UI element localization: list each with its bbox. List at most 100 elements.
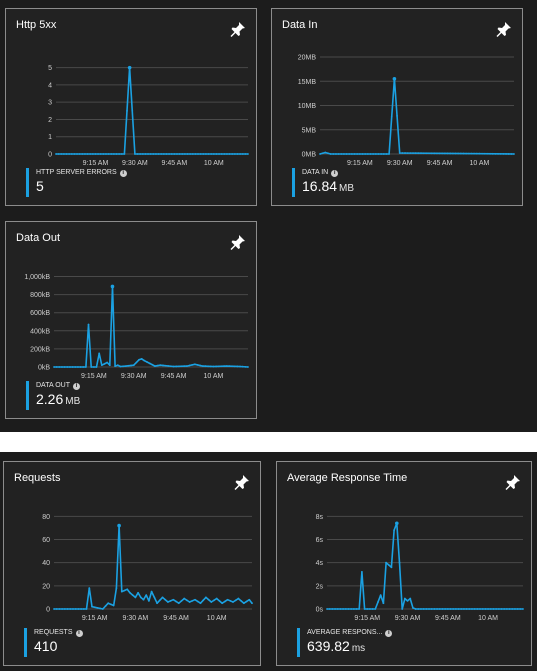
data-point bbox=[336, 608, 339, 610]
data-point bbox=[207, 365, 210, 368]
data-point bbox=[131, 594, 134, 596]
data-point bbox=[495, 608, 498, 610]
data-point bbox=[241, 365, 244, 368]
data-point bbox=[134, 153, 136, 155]
data-point bbox=[387, 564, 390, 566]
data-point bbox=[220, 153, 223, 155]
x-tick-label: 10 AM bbox=[478, 615, 498, 622]
data-point bbox=[449, 152, 452, 155]
data-point bbox=[372, 153, 375, 155]
y-tick-label: 0 bbox=[48, 152, 52, 159]
info-icon[interactable]: i bbox=[331, 170, 339, 177]
data-point bbox=[486, 152, 489, 155]
average-response-time-tile[interactable]: Average Response Time 0s 2s 4s 6s 8s 9:15 AM 9… bbox=[276, 461, 532, 666]
requests-chart: 0 20 40 60 80 9:15 AM 9:30 AM 9:45 AM 10 AM bbox=[42, 514, 253, 622]
data-point bbox=[223, 365, 225, 368]
info-icon[interactable]: i bbox=[75, 630, 83, 637]
data-point bbox=[158, 599, 161, 602]
data-out-tile[interactable]: Data Out 0kB 200kB 400kB 600kB 800kB 1,000kB 9… bbox=[5, 221, 257, 419]
data-point bbox=[88, 587, 91, 590]
x-tick-label: 10 AM bbox=[470, 160, 490, 167]
requests-tile[interactable]: Requests 0 20 40 60 80 9:15 AM 9:30 AM 9:45 AM 1… bbox=[3, 461, 261, 666]
data-point bbox=[508, 608, 511, 610]
data-point bbox=[491, 152, 494, 155]
data-point bbox=[513, 153, 515, 155]
data-point bbox=[181, 153, 184, 155]
data-point bbox=[319, 153, 321, 155]
data-point bbox=[430, 152, 433, 155]
data-point bbox=[123, 153, 126, 155]
data-point bbox=[366, 608, 369, 610]
x-tick-label: 9:15 AM bbox=[81, 373, 107, 380]
data-point bbox=[232, 601, 234, 603]
legend-unit: MB bbox=[65, 396, 81, 407]
data-point bbox=[168, 153, 170, 155]
data-point bbox=[154, 365, 156, 367]
data-point bbox=[226, 153, 228, 155]
data-point bbox=[213, 599, 215, 602]
data-point bbox=[193, 363, 196, 366]
data-point bbox=[428, 152, 430, 155]
data-point bbox=[180, 599, 183, 602]
data-point bbox=[112, 604, 115, 607]
data-point bbox=[151, 363, 154, 366]
legend: AVERAGE RESPONS... i 639.82 ms bbox=[297, 628, 393, 657]
data-point bbox=[146, 361, 148, 363]
data-point bbox=[175, 600, 177, 603]
y-tick-label: 0 bbox=[46, 607, 50, 614]
x-tick-label: 9:45 AM bbox=[162, 160, 188, 167]
data-point bbox=[78, 153, 81, 155]
pin-icon[interactable] bbox=[496, 21, 512, 37]
data-point bbox=[388, 153, 390, 155]
http-5xx-tile[interactable]: Http 5xx 0 1 2 3 4 5 9:15 AM 9:30 AM 9:45 AM 10 A… bbox=[5, 8, 257, 206]
pin-icon[interactable] bbox=[505, 474, 521, 490]
data-point bbox=[247, 366, 249, 368]
data-point bbox=[131, 109, 134, 112]
data-point bbox=[53, 608, 55, 610]
data-point bbox=[207, 598, 210, 601]
data-point bbox=[478, 152, 481, 155]
data-point bbox=[170, 153, 173, 155]
data-point bbox=[369, 608, 371, 610]
data-point bbox=[239, 365, 241, 368]
data-point bbox=[500, 608, 503, 610]
data-point bbox=[106, 361, 109, 364]
info-icon[interactable]: i bbox=[119, 170, 127, 177]
data-in-tile[interactable]: Data In 0MB 5MB 10MB 15MB 20MB 9:15 AM 9:30 AM… bbox=[271, 8, 523, 206]
data-point bbox=[223, 600, 226, 603]
data-point bbox=[122, 365, 124, 368]
data-point bbox=[188, 601, 191, 603]
data-point bbox=[169, 599, 172, 602]
data-point bbox=[444, 608, 447, 610]
info-icon[interactable]: i bbox=[72, 383, 80, 390]
data-point bbox=[98, 352, 101, 355]
data-point bbox=[454, 152, 457, 155]
pin-icon[interactable] bbox=[230, 21, 246, 37]
data-point bbox=[120, 153, 123, 155]
data-point bbox=[186, 153, 189, 155]
data-point bbox=[499, 152, 502, 155]
data-point bbox=[155, 153, 157, 155]
data-point bbox=[406, 152, 409, 154]
data-point bbox=[164, 364, 167, 367]
tile-title: Data Out bbox=[16, 232, 61, 244]
data-point bbox=[66, 366, 69, 368]
data-point bbox=[183, 153, 186, 155]
data-point bbox=[102, 153, 105, 155]
data-point bbox=[459, 152, 462, 155]
data-point bbox=[467, 152, 470, 155]
pin-icon[interactable] bbox=[234, 474, 250, 490]
data-point bbox=[126, 109, 128, 112]
data-point bbox=[119, 365, 122, 368]
data-point bbox=[218, 153, 220, 155]
data-point bbox=[178, 153, 181, 155]
data-point bbox=[126, 588, 129, 591]
data-point bbox=[215, 365, 218, 368]
x-tick-label: 10 AM bbox=[207, 615, 227, 622]
info-icon[interactable]: i bbox=[385, 630, 393, 637]
data-point bbox=[199, 153, 202, 155]
data-point bbox=[334, 608, 336, 610]
data-point bbox=[398, 152, 401, 154]
pin-icon[interactable] bbox=[230, 234, 246, 250]
data-point bbox=[343, 153, 345, 155]
